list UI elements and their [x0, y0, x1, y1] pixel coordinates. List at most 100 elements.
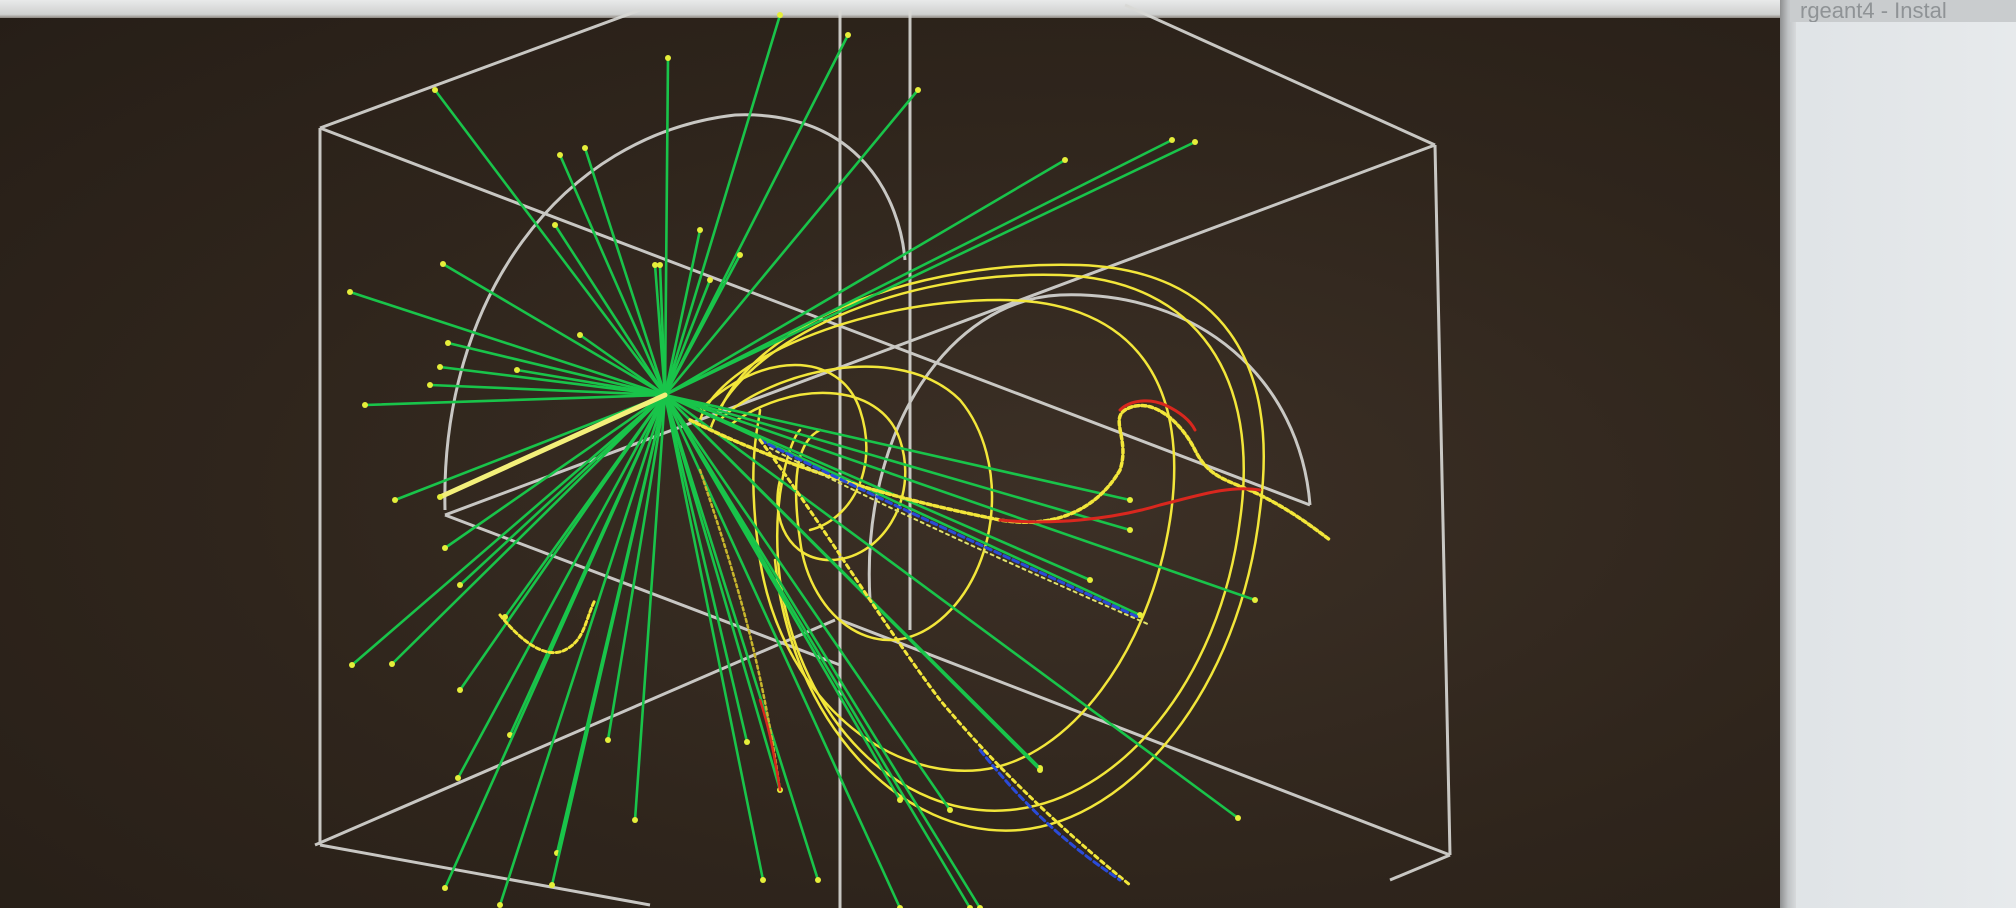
track-endpoint — [392, 497, 398, 503]
frame-arc — [443, 113, 907, 511]
track-endpoint — [557, 152, 563, 158]
track-endpoint — [427, 382, 433, 388]
green-track — [663, 393, 765, 882]
green-track — [441, 262, 667, 397]
green-track — [606, 393, 667, 742]
green-track — [456, 393, 667, 780]
green-track — [663, 56, 670, 397]
track-endpoint — [497, 902, 503, 908]
helical-track — [728, 391, 907, 562]
track-endpoint — [1127, 527, 1133, 533]
track-endpoint — [432, 87, 438, 93]
track-endpoint — [1169, 137, 1175, 143]
green-track — [348, 290, 667, 397]
track-endpoint — [897, 797, 903, 803]
track-endpoint — [455, 775, 461, 781]
track-endpoint — [445, 340, 451, 346]
detector-frame — [314, 3, 1452, 908]
track-endpoint — [437, 494, 443, 500]
green-track — [663, 393, 1240, 820]
green-track — [663, 253, 742, 397]
track-endpoint — [389, 661, 395, 667]
track-endpoint — [1235, 815, 1241, 821]
track-endpoint — [457, 582, 463, 588]
track-endpoint — [947, 807, 953, 813]
frame-edge — [319, 126, 1311, 507]
green-track — [578, 333, 667, 397]
red-track — [998, 487, 1262, 524]
green-track — [653, 263, 667, 397]
track-endpoint — [1037, 767, 1043, 773]
green-track — [363, 393, 667, 407]
track-endpoint — [362, 402, 368, 408]
track-endpoint — [657, 262, 663, 268]
green-track — [663, 158, 1067, 397]
green-track — [443, 393, 667, 890]
helical-track — [718, 365, 994, 642]
frame-arc — [867, 293, 1312, 601]
green-track — [515, 368, 667, 397]
track-endpoint — [652, 262, 658, 268]
green-track — [458, 393, 667, 587]
short-track — [498, 598, 597, 655]
frame-edge — [319, 8, 641, 130]
window-caption: rgeant4 - Instal — [1790, 0, 2016, 22]
track-endpoint — [440, 261, 446, 267]
track-endpoint — [707, 277, 713, 283]
green-track — [663, 393, 1092, 582]
green-track — [438, 365, 667, 397]
green-track — [663, 278, 712, 397]
event-display-screen — [0, 0, 1790, 908]
red-track — [1118, 399, 1197, 432]
track-endpoint — [514, 367, 520, 373]
dotted-track — [698, 468, 782, 792]
green-track — [663, 393, 1132, 532]
track-endpoint — [760, 877, 766, 883]
green-track — [663, 13, 782, 397]
track-endpoint — [457, 687, 463, 693]
dotted-track — [758, 438, 1132, 887]
green-track — [663, 393, 1257, 602]
green-track — [393, 393, 667, 502]
green-track — [350, 393, 667, 667]
track-endpoint — [442, 885, 448, 891]
green-track — [446, 341, 667, 397]
track-endpoint — [1087, 577, 1093, 583]
track-endpoint — [777, 12, 783, 18]
track-endpoint — [552, 222, 558, 228]
track-endpoint — [549, 882, 555, 888]
green-track — [583, 146, 667, 397]
green-track — [498, 393, 667, 907]
green-track — [663, 393, 952, 812]
track-endpoint — [437, 364, 443, 370]
green-track — [663, 138, 1174, 397]
track-endpoint — [632, 817, 638, 823]
green-track — [663, 228, 702, 397]
frame-edge — [444, 513, 841, 667]
track-endpoint — [1137, 612, 1143, 618]
track-endpoint — [347, 289, 353, 295]
green-track — [443, 393, 667, 550]
red-track — [758, 698, 782, 792]
frame-edge — [319, 843, 651, 907]
frame-edge — [444, 143, 1436, 517]
green-track — [663, 393, 1142, 617]
green-track — [433, 88, 667, 397]
track-endpoint — [665, 55, 671, 61]
bright-track — [437, 392, 668, 500]
helical-track — [698, 298, 1176, 773]
green-track — [663, 393, 1042, 772]
monitor-bezel — [1780, 0, 1796, 908]
helical-track — [698, 363, 868, 532]
helical-track — [708, 273, 1245, 812]
green-track — [663, 88, 920, 397]
green-track — [390, 393, 667, 666]
track-endpoint — [582, 145, 588, 151]
frame-edge — [1433, 144, 1452, 856]
track-endpoint — [1127, 497, 1133, 503]
track-endpoint — [737, 252, 743, 258]
green-track — [553, 223, 667, 397]
green-track — [663, 393, 782, 792]
green-track — [663, 33, 850, 397]
